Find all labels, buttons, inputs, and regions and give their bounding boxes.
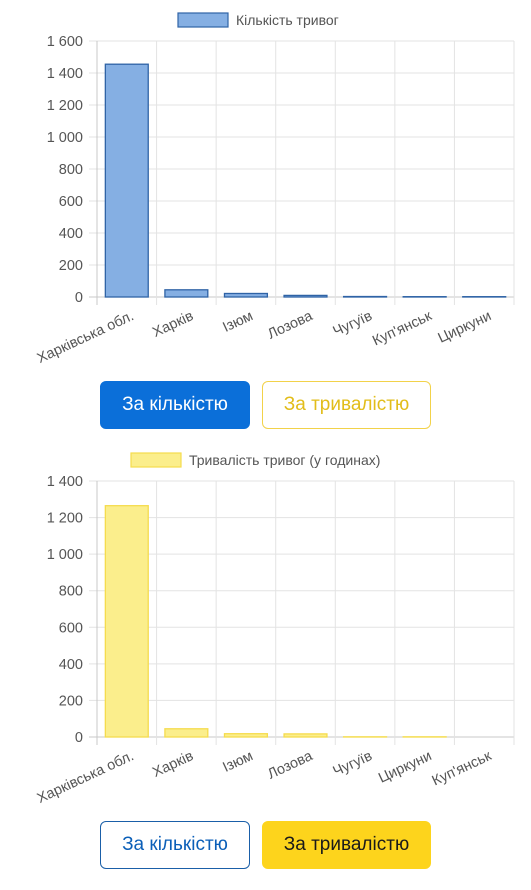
y-tick-label: 1 400 [47, 474, 83, 490]
alerts-count-chart: Кількість тривог 0 200 400 600 800 1 000 1 200 1… [35, 12, 515, 367]
y-tick-label: 0 [75, 290, 83, 306]
legend-swatch [177, 12, 229, 28]
y-tick-label: 800 [59, 162, 83, 178]
y-tick-label: 0 [75, 730, 83, 746]
y-tick-label: 200 [59, 693, 83, 709]
x-tick-label: Лозова [265, 308, 316, 343]
y-tick-label: 400 [59, 226, 83, 242]
y-tick-label: 1 200 [47, 98, 83, 114]
sort-by-duration-button[interactable]: За тривалістю [262, 821, 431, 869]
y-tick-label: 400 [59, 657, 83, 673]
bar [223, 733, 269, 738]
x-tick-label: Чугуїв [331, 748, 375, 780]
sort-by-duration-button[interactable]: За тривалістю [262, 381, 431, 429]
y-tick-label: 1 200 [47, 511, 83, 527]
y-tick-label: 200 [59, 258, 83, 274]
bar [164, 728, 209, 738]
y-tick-label: 1 000 [47, 130, 83, 146]
alerts-duration-chart: Тривалість тривог (у годинах) 0 200 400 600 8… [35, 452, 515, 807]
x-tick-label: Куп'янськ [370, 308, 435, 350]
chart1-toggle-group: За кількістю За тривалістю [0, 381, 531, 431]
legend-swatch [130, 452, 182, 468]
x-tick-label: Циркуни [376, 748, 434, 786]
legend: Тривалість тривог (у годинах) [130, 452, 380, 468]
legend-label: Кількість тривог [236, 12, 339, 28]
sort-by-count-button[interactable]: За кількістю [100, 821, 250, 869]
x-tick-label: Харківська обл. [35, 308, 137, 367]
bar [283, 294, 328, 298]
bar [104, 63, 149, 298]
bar [223, 292, 269, 298]
bar [283, 733, 328, 738]
y-tick-label: 800 [59, 584, 83, 600]
x-tick-label: Ізюм [220, 748, 255, 776]
bar [104, 505, 149, 738]
y-tick-label: 600 [59, 194, 83, 210]
chart2-toggle-group: За кількістю За тривалістю [0, 821, 531, 871]
y-tick-label: 1 000 [47, 547, 83, 563]
legend: Кількість тривог [177, 12, 339, 28]
x-tick-label: Лозова [265, 748, 316, 783]
legend-label: Тривалість тривог (у годинах) [189, 452, 380, 468]
x-tick-label: Харківська обл. [35, 748, 137, 807]
x-tick-label: Харків [150, 748, 196, 781]
y-tick-label: 1 600 [47, 34, 83, 50]
x-tick-label: Куп'янськ [430, 748, 495, 790]
x-tick-label: Харків [150, 308, 196, 341]
y-tick-label: 1 400 [47, 66, 83, 82]
x-tick-label: Чугуїв [331, 308, 375, 340]
y-tick-label: 600 [59, 620, 83, 636]
sort-by-count-button[interactable]: За кількістю [100, 381, 250, 429]
x-tick-label: Циркуни [436, 308, 494, 346]
x-tick-label: Ізюм [220, 308, 255, 336]
bar [164, 289, 209, 298]
